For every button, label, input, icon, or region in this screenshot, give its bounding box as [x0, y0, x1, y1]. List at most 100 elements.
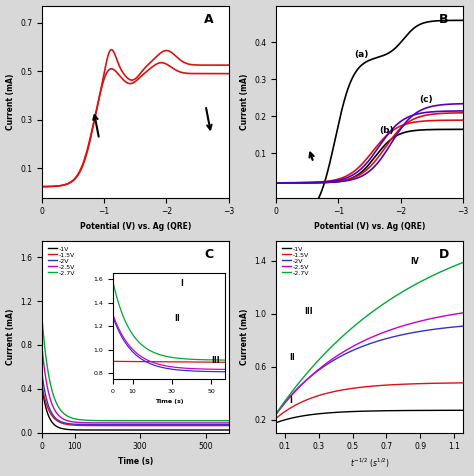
-1.5V: [49, 412, 55, 418]
-1V: [226, 427, 231, 433]
-2.5V: [374, 332, 380, 338]
-2.5V: [39, 344, 45, 350]
-2.5V: [226, 420, 231, 426]
-2.5V: [220, 420, 226, 426]
Line: -1V: -1V: [276, 410, 463, 423]
-2.5V: [220, 420, 226, 426]
-1.5V: [130, 423, 136, 428]
-2.7V: [39, 315, 45, 320]
Text: B: B: [438, 13, 448, 26]
-2.7V: [460, 260, 465, 266]
Text: (b): (b): [379, 126, 393, 135]
-1.5V: [384, 382, 390, 388]
-2.5V: [460, 310, 465, 316]
-1V: [186, 427, 192, 433]
-2.7V: [226, 418, 231, 424]
-2V: [49, 410, 55, 416]
-1V: [273, 420, 279, 426]
-2.7V: [426, 275, 432, 280]
Text: III: III: [304, 307, 313, 316]
-2.5V: [125, 420, 131, 426]
-2V: [362, 343, 368, 348]
-1.5V: [362, 384, 368, 390]
-2V: [273, 411, 279, 416]
Y-axis label: Current (mA): Current (mA): [240, 73, 249, 130]
Line: -2V: -2V: [42, 374, 228, 425]
-2V: [39, 371, 45, 377]
-1V: [39, 384, 45, 389]
-2V: [384, 336, 390, 341]
-1.5V: [125, 423, 131, 428]
X-axis label: $t^{-1/2}$ $(s^{1/2})$: $t^{-1/2}$ $(s^{1/2})$: [350, 457, 390, 470]
-2.5V: [130, 420, 136, 426]
-2.7V: [220, 418, 226, 424]
Legend: -1V, -1.5V, -2V, -2.5V, -2.7V: -1V, -1.5V, -2V, -2.5V, -2.7V: [45, 244, 78, 278]
-1V: [362, 408, 368, 414]
Y-axis label: Current (mA): Current (mA): [6, 73, 15, 130]
-2.7V: [374, 306, 380, 311]
-2.7V: [125, 418, 131, 424]
X-axis label: Time (s): Time (s): [118, 457, 153, 466]
Text: (c): (c): [419, 95, 433, 104]
-1.5V: [186, 423, 192, 428]
Text: (a): (a): [354, 50, 368, 60]
Text: D: D: [438, 248, 449, 261]
-2.5V: [273, 411, 279, 417]
-1.5V: [220, 423, 226, 428]
-2.5V: [49, 400, 55, 406]
X-axis label: Potential (V) vs. Ag (QRE): Potential (V) vs. Ag (QRE): [80, 222, 191, 231]
-2.7V: [362, 315, 368, 320]
-1.5V: [374, 383, 380, 388]
Y-axis label: Current (mA): Current (mA): [240, 308, 249, 365]
Y-axis label: Current (mA): Current (mA): [6, 308, 15, 365]
-1V: [49, 418, 55, 424]
-2.5V: [186, 420, 192, 426]
-2.7V: [273, 411, 279, 416]
-2V: [374, 338, 380, 344]
-2.7V: [363, 314, 369, 319]
-1.5V: [456, 380, 461, 386]
Line: -2.5V: -2.5V: [42, 347, 228, 423]
-1V: [130, 427, 136, 433]
-1V: [374, 408, 380, 414]
-1.5V: [39, 383, 45, 388]
-1.5V: [273, 416, 279, 421]
-1V: [426, 407, 432, 413]
-2V: [460, 323, 465, 329]
Line: -1.5V: -1.5V: [276, 383, 463, 418]
Line: -2.7V: -2.7V: [42, 317, 228, 421]
-2.5V: [363, 337, 369, 343]
-1V: [220, 427, 226, 433]
-2V: [456, 324, 461, 329]
X-axis label: Potential (V) vs. Ag (QRE): Potential (V) vs. Ag (QRE): [314, 222, 425, 231]
-2.7V: [49, 386, 55, 391]
Text: I: I: [289, 396, 292, 405]
-2V: [125, 422, 131, 427]
Line: -1.5V: -1.5V: [42, 386, 228, 426]
Line: -1V: -1V: [42, 387, 228, 430]
-2V: [130, 422, 136, 427]
-1.5V: [426, 380, 432, 386]
-2.5V: [384, 328, 390, 334]
Text: C: C: [204, 248, 213, 261]
-1.5V: [363, 384, 369, 389]
Text: IV: IV: [410, 257, 419, 266]
-2V: [226, 422, 231, 427]
-2V: [220, 422, 226, 427]
-1V: [220, 427, 226, 433]
-2.5V: [426, 316, 432, 322]
Text: A: A: [204, 13, 214, 26]
-2V: [220, 422, 226, 427]
-2.7V: [130, 418, 136, 424]
-2.5V: [362, 337, 368, 343]
-2V: [363, 342, 369, 348]
-1V: [363, 408, 369, 414]
-1V: [460, 407, 465, 413]
-2.7V: [186, 418, 192, 424]
-2.5V: [456, 311, 461, 317]
-1V: [456, 407, 461, 413]
-1.5V: [226, 423, 231, 428]
-1.5V: [220, 423, 226, 428]
Line: -2V: -2V: [276, 326, 463, 414]
-2.7V: [456, 261, 461, 267]
